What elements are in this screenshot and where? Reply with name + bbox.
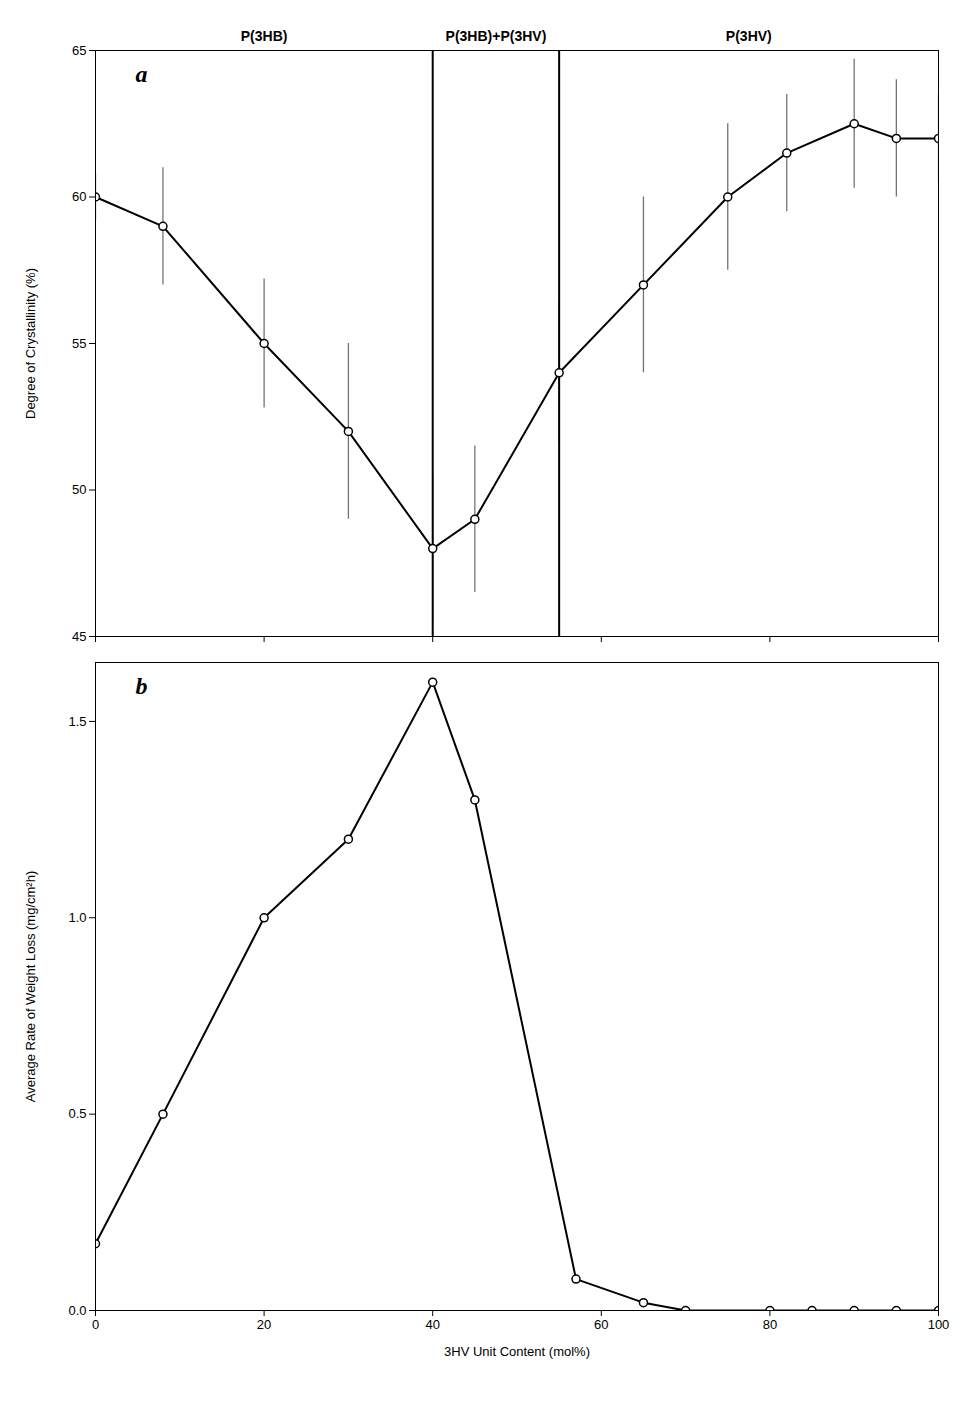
svg-text:100: 100 [928, 1317, 950, 1332]
svg-text:P(3HV): P(3HV) [726, 28, 772, 44]
svg-text:55: 55 [72, 336, 86, 351]
svg-text:Average Rate of Weight Loss (m: Average Rate of Weight Loss (mg/cm²h) [23, 871, 38, 1102]
svg-text:60: 60 [72, 189, 86, 204]
svg-text:40: 40 [425, 1317, 439, 1332]
svg-text:P(3HB)+P(3HV): P(3HB)+P(3HV) [446, 28, 547, 44]
svg-text:20: 20 [257, 1317, 271, 1332]
svg-text:0: 0 [92, 1317, 99, 1332]
svg-text:65: 65 [72, 43, 86, 58]
svg-text:0.5: 0.5 [68, 1106, 86, 1121]
svg-text:0.0: 0.0 [68, 1303, 86, 1318]
svg-text:Degree of Crystallinity (%): Degree of Crystallinity (%) [23, 268, 38, 419]
svg-text:b: b [136, 673, 148, 699]
svg-text:50: 50 [72, 482, 86, 497]
svg-text:1.0: 1.0 [68, 910, 86, 925]
svg-text:3HV Unit Content (mol%): 3HV Unit Content (mol%) [444, 1344, 590, 1359]
svg-text:60: 60 [594, 1317, 608, 1332]
svg-text:P(3HB): P(3HB) [241, 28, 288, 44]
svg-text:80: 80 [763, 1317, 777, 1332]
svg-text:45: 45 [72, 629, 86, 644]
svg-text:1.5: 1.5 [68, 714, 86, 729]
svg-text:a: a [136, 61, 148, 87]
